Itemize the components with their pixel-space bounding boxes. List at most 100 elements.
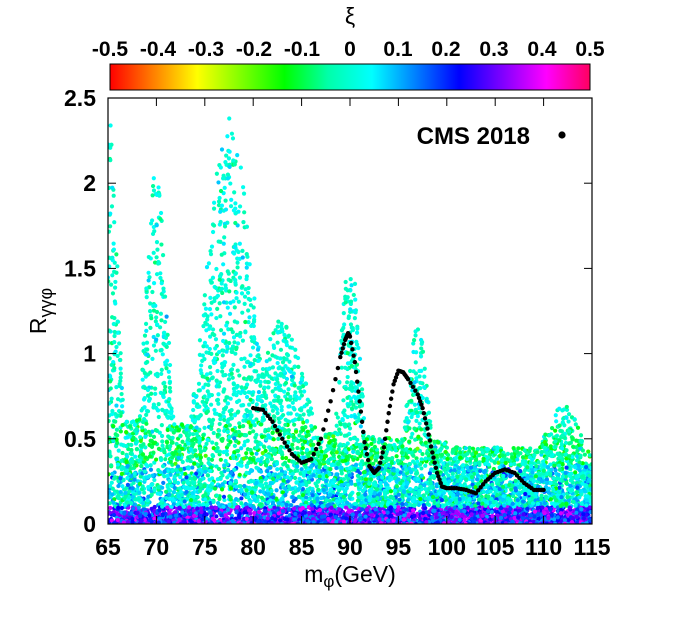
scan-point	[285, 353, 291, 358]
scan-point	[167, 375, 172, 380]
scan-point	[208, 371, 213, 376]
scan-point	[574, 438, 579, 443]
scan-point	[280, 360, 286, 365]
scan-point	[239, 385, 244, 390]
scan-point	[261, 486, 266, 491]
scan-point	[134, 447, 139, 452]
scan-point	[221, 241, 226, 246]
scan-point	[160, 464, 166, 469]
scan-point	[246, 320, 251, 325]
scan-point	[270, 365, 276, 370]
scan-point	[159, 281, 164, 286]
scan-point	[278, 347, 284, 352]
scan-point	[298, 389, 303, 394]
scan-point	[407, 439, 412, 444]
colorbar-tick-label: 0.3	[479, 38, 508, 61]
scan-point	[417, 374, 422, 379]
scan-point	[413, 333, 418, 338]
scan-point	[239, 291, 245, 296]
scan-point	[348, 436, 353, 442]
scan-point	[208, 248, 213, 254]
scan-point	[204, 441, 209, 446]
scan-point	[359, 387, 365, 392]
scan-point	[108, 418, 111, 424]
scan-point	[199, 363, 204, 368]
colorbar-tick-label: -0.4	[140, 38, 177, 61]
scan-point	[239, 446, 244, 451]
scan-point	[394, 454, 399, 459]
scan-point	[168, 444, 173, 449]
scan-point	[212, 360, 217, 366]
scan-point	[282, 332, 287, 338]
scan-point	[283, 455, 289, 461]
scan-point	[534, 464, 539, 469]
scan-point	[515, 457, 520, 462]
scan-point	[264, 437, 269, 442]
scan-point	[299, 371, 305, 376]
scan-point	[254, 402, 259, 407]
scan-point	[256, 389, 262, 395]
scan-point	[414, 376, 419, 381]
scan-point	[319, 449, 324, 454]
scan-point	[247, 430, 252, 435]
scan-point	[530, 470, 535, 475]
colorbar-tick-label: -0.1	[284, 38, 321, 61]
scan-point	[108, 123, 113, 128]
colorbar	[109, 63, 591, 91]
scan-point	[216, 401, 221, 406]
scan-point	[218, 219, 223, 225]
scan-point	[205, 473, 211, 478]
colorbar-tick-label: 0.2	[431, 38, 460, 61]
scan-point	[299, 393, 304, 398]
scan-point	[151, 188, 157, 193]
scan-point	[234, 296, 239, 301]
scan-point	[234, 248, 239, 253]
scan-point	[225, 467, 231, 472]
scan-point	[424, 399, 430, 404]
colorbar-tick-labels: -0.5 -0.4 -0.3 -0.2 -0.1 0 0.1 0.2 0.3 0.4 0.5	[92, 38, 605, 61]
scan-point	[238, 165, 243, 170]
scan-point	[522, 468, 528, 473]
colorbar-label: ξ	[345, 3, 355, 29]
scan-point	[351, 292, 356, 298]
scan-point	[158, 275, 163, 281]
scan-point	[166, 340, 172, 346]
scan-point	[241, 191, 247, 196]
scan-point	[470, 446, 476, 451]
scan-point	[491, 466, 497, 472]
scan-point	[209, 351, 214, 357]
scan-point	[293, 347, 298, 352]
scan-point	[119, 391, 124, 397]
scan-point	[148, 325, 153, 331]
scan-point	[348, 277, 353, 282]
scan-point	[222, 417, 227, 423]
scan-point	[260, 366, 266, 372]
scan-point	[118, 366, 123, 371]
scan-point	[218, 457, 223, 462]
scan-point	[111, 241, 116, 246]
scan-point	[345, 380, 350, 385]
scan-point	[296, 364, 301, 369]
scan-point	[142, 395, 147, 401]
scan-point	[173, 461, 178, 466]
scan-point	[360, 488, 366, 494]
scan-point	[166, 369, 171, 374]
scan-point	[143, 321, 149, 327]
scan-point	[413, 329, 418, 334]
scan-point	[227, 116, 232, 121]
scan-point	[242, 364, 247, 369]
scan-point	[355, 326, 360, 331]
scan-point	[180, 439, 185, 444]
scan-point	[209, 426, 214, 431]
scan-point	[301, 420, 306, 425]
scan-point	[224, 153, 229, 158]
scan-point	[418, 354, 424, 359]
scan-point	[129, 419, 135, 425]
scan-point	[203, 453, 208, 458]
scan-point	[154, 255, 159, 260]
scan-point	[225, 305, 230, 310]
scan-point	[207, 346, 212, 352]
scan-point	[310, 447, 315, 452]
scan-point	[284, 376, 290, 382]
scan-point	[223, 286, 229, 291]
